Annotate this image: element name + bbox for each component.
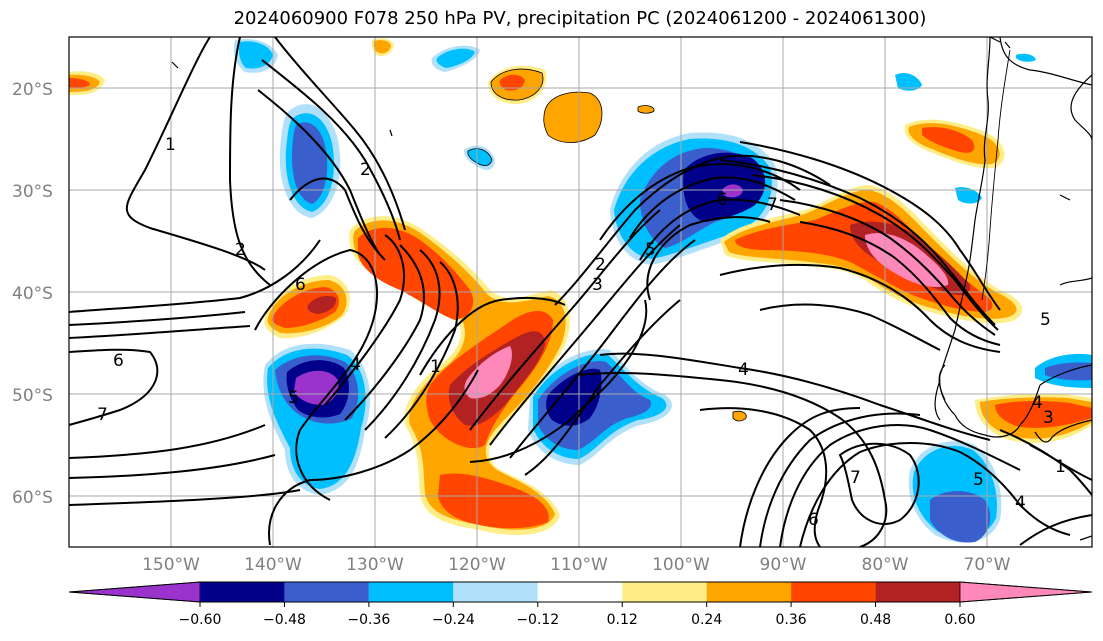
lon-label-140w: 140°W [244,555,302,575]
lon-label-130w: 130°W [346,555,404,575]
pv-label: 6 [295,275,306,295]
lon-label-150w: 150°W [142,555,200,575]
lon-label-120w: 120°W [448,555,506,575]
colorbar-tick-label: 0.48 [860,612,891,628]
pv-label: 5 [973,470,984,490]
lat-label-40s: 40°S [12,284,53,304]
colorbar-segment [622,582,707,602]
colorbar-tick-label: 0.36 [776,612,807,628]
colorbar-segment [706,582,792,602]
map-area: 1 2 2 6 6 7 4 5 1 2 3 5 6 7 4 7 6 5 4 1 … [69,37,1092,547]
colorbar-segment [284,582,369,602]
pv-contour-labels: 1 2 2 6 6 7 4 5 1 2 3 5 6 7 4 7 6 5 4 1 … [97,135,1066,530]
colorbar-segment [200,582,285,602]
positive-anomaly-shading [69,38,1092,536]
lon-label-100w: 100°W [652,555,710,575]
colorbar-segment [791,582,876,602]
lon-label-80w: 80°W [862,555,909,575]
pv-label: 3 [592,275,603,295]
lon-label-110w: 110°W [550,555,608,575]
pv-label: 2 [595,255,606,275]
pv-label: 4 [350,355,361,375]
colorbar-tick-label: 0.24 [691,612,722,628]
colorbar: −0.60 −0.48 −0.36 −0.24 −0.12 0.12 0.24 0.36 0.4… [68,581,1093,628]
pv-label: 1 [165,135,176,155]
pv-label: 4 [738,360,749,380]
colorbar-tick-label: −0.60 [179,612,222,628]
colorbar-segment [368,582,454,602]
pv-label: 4 [1032,393,1043,413]
pv-label: 7 [850,468,861,488]
pv-label: 2 [235,240,246,260]
lat-label-60s: 60°S [12,488,53,508]
colorbar-segment [537,582,623,602]
negative-anomaly-shading [233,38,1092,543]
pv-label: 7 [97,405,108,425]
pv-label: 6 [717,190,728,210]
lon-label-90w: 90°W [760,555,807,575]
pv-label: 5 [288,388,299,408]
coastlines [171,37,1092,541]
pv-label: 5 [645,240,656,260]
country-borders [981,49,1011,301]
colorbar-segment [453,582,538,602]
colorbar-extend-low [68,581,201,603]
pv-label: 7 [767,195,778,215]
colorbar-tick-label: −0.36 [347,612,390,628]
anomaly-outlines [467,68,747,422]
map-frame [68,36,1093,548]
pv-contours [69,37,1092,547]
colorbar-tick-label: −0.48 [263,612,306,628]
latitude-labels: 20°S 30°S 40°S 50°S 60°S [12,80,53,508]
pv-label: 1 [1055,457,1066,477]
lat-label-30s: 30°S [12,182,53,202]
colorbar-tick-label: −0.24 [432,612,475,628]
lon-label-70w: 70°W [964,555,1011,575]
colorbar-tick-label: 0.60 [944,612,975,628]
colorbar-extend-high [959,581,1093,603]
map-title: 2024060900 F078 250 hPa PV, precipitatio… [233,8,927,29]
lat-label-50s: 50°S [12,386,53,406]
pv-label: 5 [1040,310,1051,330]
longitude-labels: 150°W 140°W 130°W 120°W 110°W 100°W 90°W… [142,555,1011,575]
pv-label: 6 [808,510,819,530]
pv-label: 4 [1015,493,1026,513]
colorbar-tick-label: 0.12 [607,612,638,628]
pv-label: 6 [113,351,124,371]
pv-label: 3 [1043,408,1054,428]
colorbar-tick-label: −0.12 [516,612,559,628]
pv-label: 1 [430,357,441,377]
pv-label: 2 [360,160,371,180]
colorbar-segment [875,582,960,602]
lat-label-20s: 20°S [12,80,53,100]
